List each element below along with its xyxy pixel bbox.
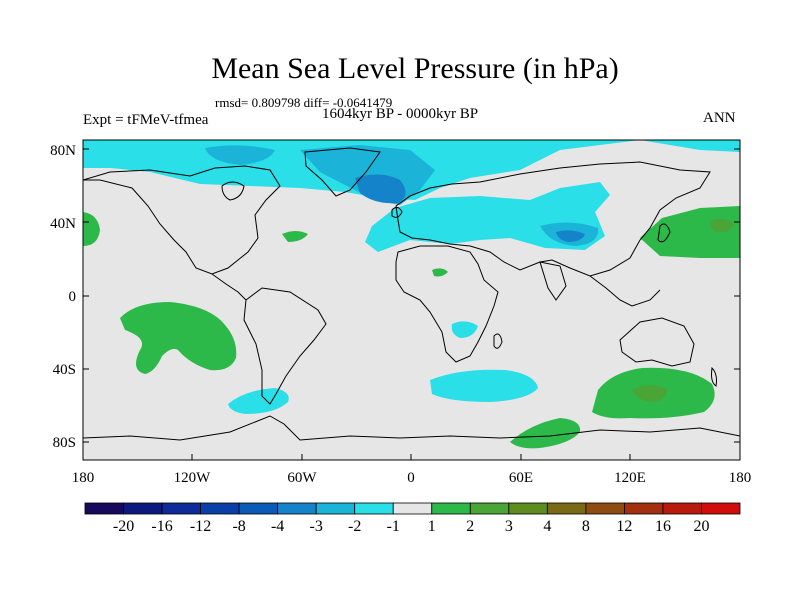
europe-asia-coast xyxy=(395,161,711,277)
japan-coast xyxy=(657,223,671,243)
colorbar-label: 3 xyxy=(505,518,513,535)
colorbar: -20 -16 -12 -8 -4 -3 -2 -1 1 2 3 4 8 12 16 20 xyxy=(84,502,741,535)
central-asia-dark-core xyxy=(556,230,585,242)
map-title: Mean Sea Level Pressure (in hPa) xyxy=(211,52,619,85)
east-pacific-green xyxy=(120,302,237,374)
south-america-coast xyxy=(243,287,327,405)
colorbar-swatch xyxy=(84,502,124,515)
period-label: 1604kyr BP - 0000kyr BP xyxy=(322,106,479,122)
lon-label-60w: 60W xyxy=(287,470,317,486)
lon-label-120w: 120W xyxy=(174,470,212,486)
colorbar-label: 1 xyxy=(428,518,436,535)
greenland-coast xyxy=(304,147,381,197)
arctic-blue-patch xyxy=(205,145,275,165)
new-zealand-coast xyxy=(711,366,717,387)
lat-label-40n: 40N xyxy=(50,216,76,232)
pressure-anomaly-field xyxy=(83,140,740,460)
southeast-asia-coast xyxy=(589,275,661,307)
lon-label-0: 0 xyxy=(407,470,415,486)
colorbar-label: 12 xyxy=(616,518,632,535)
antarctic-green xyxy=(510,418,581,449)
colorbar-swatch xyxy=(277,502,317,515)
north-pacific-green xyxy=(640,206,740,258)
colorbar-swatch xyxy=(624,502,664,515)
east-africa-cyan xyxy=(451,321,478,338)
colorbar-swatch xyxy=(123,502,163,515)
hudson-bay-coast xyxy=(221,181,245,201)
colorbar-swatch xyxy=(546,502,587,515)
season-label: ANN xyxy=(703,110,736,126)
colorbar-label: -16 xyxy=(151,518,172,535)
colorbar-label: -4 xyxy=(271,518,284,535)
madagascar-coast xyxy=(493,333,503,349)
colorbar-swatch xyxy=(200,502,240,515)
africa-coast xyxy=(395,245,499,363)
coastlines xyxy=(83,147,740,441)
colorbar-label: -3 xyxy=(310,518,323,535)
south-pacific-cyan xyxy=(228,388,289,414)
india-coast xyxy=(539,261,567,301)
colorbar-swatch xyxy=(469,502,510,515)
north-atlantic-green xyxy=(282,231,308,242)
stats-label: rmsd= 0.809798 diff= -0.0641479 xyxy=(215,95,393,110)
lon-label-180e: 180 xyxy=(729,470,752,486)
experiment-label: Expt = tFMeV-tfmea xyxy=(83,112,209,128)
lat-label-80n: 80N xyxy=(50,143,76,159)
greenland-dark-blue-core xyxy=(355,174,406,204)
colorbar-swatch xyxy=(392,502,433,515)
lon-label-60e: 60E xyxy=(509,470,533,486)
australia-coast xyxy=(619,317,695,367)
colorbar-label: 2 xyxy=(466,518,474,535)
colorbar-swatch xyxy=(701,502,741,515)
north-america-coast xyxy=(83,165,281,275)
colorbar-label: -8 xyxy=(232,518,245,535)
colorbar-label: 8 xyxy=(582,518,590,535)
colorbar-label: -1 xyxy=(387,518,400,535)
colorbar-swatch xyxy=(315,502,356,515)
colorbar-swatch xyxy=(585,502,625,515)
colorbar-swatch xyxy=(431,502,471,515)
lon-label-180w: 180 xyxy=(72,470,95,486)
colorbar-label: -2 xyxy=(348,518,361,535)
west-pacific-green xyxy=(83,212,100,246)
lat-label-40s: 40S xyxy=(53,362,76,378)
colorbar-swatch xyxy=(508,502,548,515)
southern-ocean-green-core xyxy=(632,385,667,402)
north-pacific-green-core xyxy=(710,218,734,233)
colorbar-label: 4 xyxy=(543,518,551,535)
colorbar-swatch xyxy=(161,502,201,515)
lat-label-0: 0 xyxy=(69,289,77,305)
lon-label-120e: 120E xyxy=(614,470,646,486)
colorbar-swatch xyxy=(238,502,279,515)
lat-label-80s: 80S xyxy=(53,435,76,451)
british-isles-coast xyxy=(391,206,403,218)
south-atlantic-cyan xyxy=(430,369,538,402)
colorbar-label: -20 xyxy=(113,518,134,535)
north-africa-green xyxy=(432,268,448,277)
colorbar-label: 16 xyxy=(655,518,671,535)
central-america-coast xyxy=(211,273,247,301)
colorbar-swatch xyxy=(662,502,702,515)
colorbar-label: -12 xyxy=(190,518,211,535)
antarctica-coast xyxy=(83,415,740,441)
colorbar-label: 20 xyxy=(693,518,709,535)
colorbar-swatch xyxy=(354,502,394,515)
axis-ticks xyxy=(83,148,740,460)
